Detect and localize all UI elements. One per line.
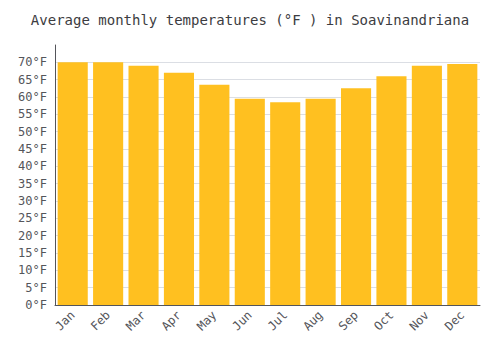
svg-text:Sep: Sep [336,308,361,333]
svg-text:55°F: 55°F [18,107,47,121]
svg-text:60°F: 60°F [18,90,47,104]
svg-text:5°F: 5°F [25,281,47,295]
svg-text:15°F: 15°F [18,246,47,260]
svg-text:0°F: 0°F [25,298,47,312]
svg-text:May: May [194,308,219,333]
svg-text:Jan: Jan [52,308,77,333]
svg-text:Average monthly temperatures (: Average monthly temperatures (°F ) in So… [31,12,469,28]
svg-text:30°F: 30°F [18,194,47,208]
svg-text:Feb: Feb [88,308,113,333]
svg-text:25°F: 25°F [18,211,47,225]
svg-text:10°F: 10°F [18,263,47,277]
svg-text:Dec: Dec [442,308,467,333]
svg-text:45°F: 45°F [18,142,47,156]
svg-text:20°F: 20°F [18,229,47,243]
svg-text:65°F: 65°F [18,73,47,87]
svg-text:40°F: 40°F [18,159,47,173]
svg-text:Aug: Aug [300,308,325,333]
svg-text:Mar: Mar [123,308,148,333]
svg-text:70°F: 70°F [18,55,47,69]
svg-text:Jun: Jun [230,308,255,333]
svg-text:Jul: Jul [265,308,290,333]
svg-text:Oct: Oct [371,308,396,333]
svg-text:Apr: Apr [159,308,184,333]
svg-text:35°F: 35°F [18,177,47,191]
svg-text:Nov: Nov [407,308,432,333]
svg-text:50°F: 50°F [18,125,47,139]
